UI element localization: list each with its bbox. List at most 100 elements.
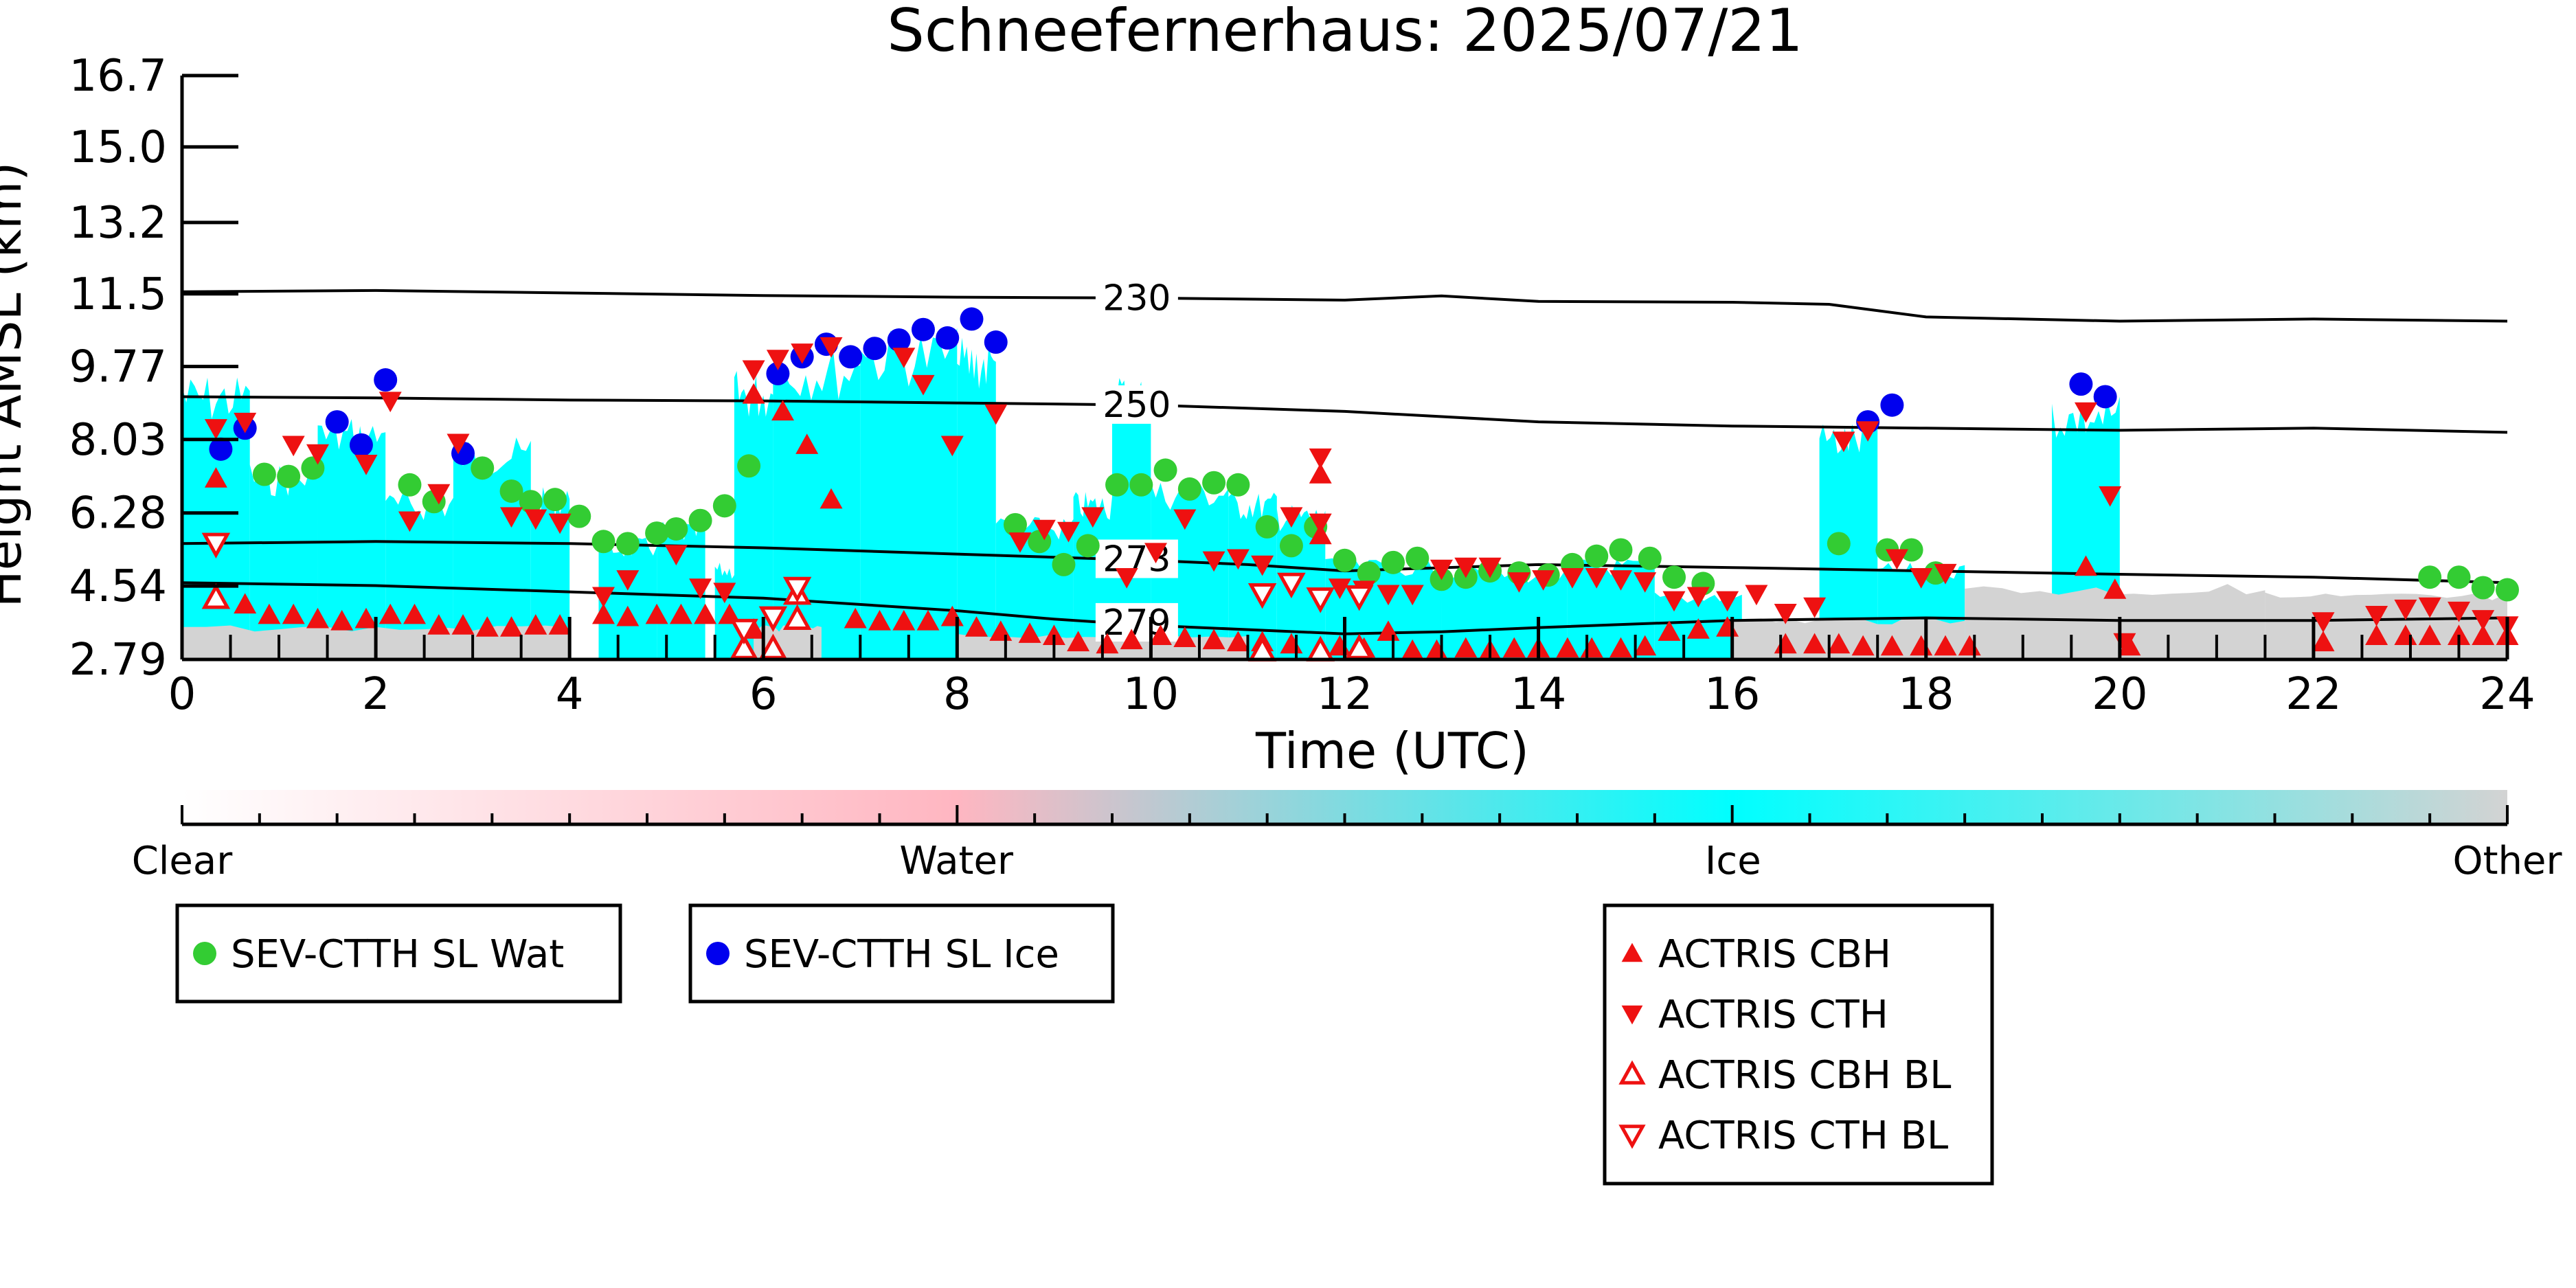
data-point <box>1658 620 1681 641</box>
data-point <box>965 616 988 637</box>
data-point <box>892 348 916 368</box>
x-tick-label: 4 <box>556 669 584 720</box>
x-tick-label: 24 <box>2479 669 2535 720</box>
data-point <box>2103 578 2127 599</box>
data-point <box>645 521 669 545</box>
data-point <box>1309 513 1332 534</box>
cloud-region-ice <box>734 371 773 659</box>
data-point <box>820 337 843 358</box>
data-point <box>1803 597 1827 618</box>
data-point <box>1003 512 1027 536</box>
data-point <box>688 508 712 532</box>
data-point <box>664 517 688 541</box>
data-point <box>1910 568 1933 589</box>
data-point <box>1309 523 1332 545</box>
contour-line-250 <box>181 395 2508 434</box>
x-tick-label: 0 <box>168 669 196 720</box>
data-point <box>782 576 812 603</box>
cloud-region-ice <box>995 517 1074 659</box>
data-point <box>737 454 761 478</box>
series-actris-cth-bl <box>201 532 1374 645</box>
data-point <box>548 513 572 534</box>
data-point <box>1454 557 1478 578</box>
cloud-region-ice <box>317 419 386 659</box>
data-point <box>1745 585 1768 606</box>
data-point <box>820 488 843 509</box>
data-point <box>330 609 354 631</box>
data-point <box>398 511 421 532</box>
cloud-region-ice <box>598 537 657 659</box>
data-point <box>524 509 547 530</box>
x-tick-label: 22 <box>2285 669 2341 720</box>
data-point <box>1686 587 1710 608</box>
data-point <box>1226 473 1250 497</box>
y-tick-label: 11.5 <box>69 269 168 320</box>
data-point <box>1899 538 1923 562</box>
data-point <box>1226 631 1250 652</box>
data-point <box>713 583 736 604</box>
data-point <box>742 383 765 404</box>
contour-label-250: 250 <box>1103 385 1171 426</box>
data-point <box>1686 618 1710 639</box>
data-point <box>712 494 736 518</box>
data-point <box>1144 543 1167 564</box>
legend-frame <box>1603 903 1994 1186</box>
data-point <box>2365 606 2388 626</box>
data-point <box>2448 601 2470 622</box>
data-point <box>1277 572 1306 599</box>
data-point <box>1309 463 1332 484</box>
data-point <box>1333 548 1357 572</box>
data-point <box>398 473 422 497</box>
data-point <box>1115 568 1138 589</box>
data-point <box>1247 583 1277 609</box>
data-point <box>379 392 402 413</box>
data-point <box>1377 585 1400 606</box>
y-tick-label: 9.77 <box>69 341 168 392</box>
data-point <box>1018 622 1041 643</box>
cloud-region-ice <box>1112 378 1151 659</box>
y-tick-label: 16.7 <box>69 51 168 102</box>
data-point <box>1255 515 1279 539</box>
y-tick-label: 6.28 <box>69 488 168 539</box>
cloud-region-ice <box>957 337 996 659</box>
data-point <box>2365 624 2388 645</box>
data-point <box>771 400 794 421</box>
data-point <box>1561 568 1584 589</box>
data-point <box>782 604 812 630</box>
data-point <box>1202 471 1226 495</box>
x-tick-label: 20 <box>2092 669 2147 720</box>
legend-marker <box>1621 942 1643 962</box>
data-point <box>403 603 426 624</box>
data-point <box>892 609 916 631</box>
data-point <box>201 583 231 609</box>
y-tick-label: 4.54 <box>69 561 168 612</box>
cloud-region-ice <box>773 348 861 659</box>
data-point <box>2312 631 2335 652</box>
data-point <box>2418 565 2442 589</box>
data-point <box>795 433 819 454</box>
data-point <box>2093 385 2117 409</box>
data-point <box>1177 477 1201 501</box>
data-point <box>1306 587 1335 613</box>
data-point <box>1934 635 1957 656</box>
data-point <box>277 464 301 488</box>
data-point <box>2418 624 2441 645</box>
data-point <box>306 607 329 629</box>
data-point <box>204 467 227 488</box>
data-point <box>500 616 523 637</box>
cloud-region-other <box>2265 592 2507 659</box>
contour-label-bg <box>1095 278 1178 317</box>
x-tick-label: 16 <box>1704 669 1760 720</box>
data-point <box>1556 637 1579 658</box>
legend-label: ACTRIS CTH BL <box>1658 1114 1948 1158</box>
data-point <box>1585 544 1609 568</box>
data-point <box>252 462 276 486</box>
data-point <box>936 326 960 350</box>
data-point <box>960 307 984 331</box>
data-point <box>1280 507 1303 528</box>
colorbar: Clear Water Ice Other <box>132 790 2562 883</box>
legend-marker <box>706 942 730 965</box>
data-point <box>1032 519 1056 541</box>
data-point <box>500 507 523 528</box>
data-point <box>689 578 712 599</box>
